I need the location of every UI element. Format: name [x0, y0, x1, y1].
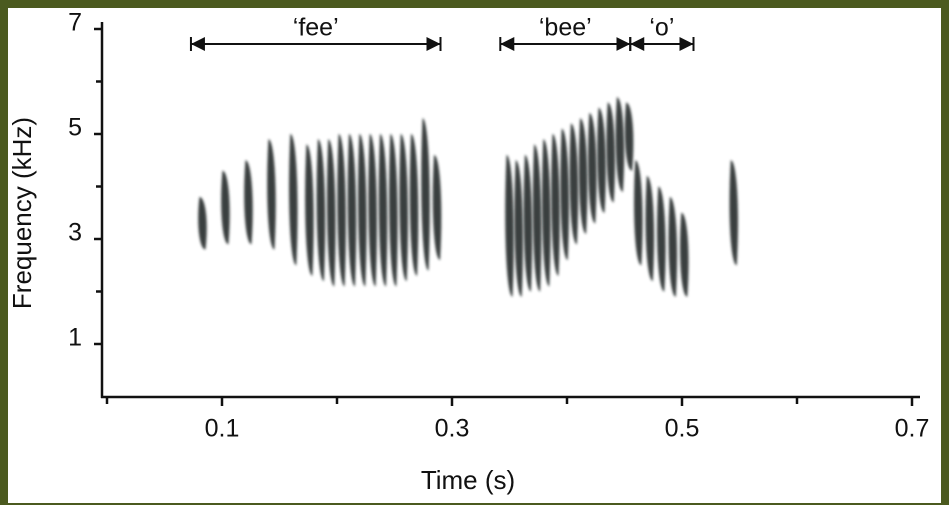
spectrogram-note [389, 134, 398, 287]
segment-label: ‘fee’ [293, 14, 339, 42]
spectrogram-note [569, 123, 579, 245]
spectrogram-note [505, 155, 514, 297]
y-tick-label: 5 [68, 114, 82, 142]
spectrogram-note [615, 97, 625, 192]
spectrogram-note [316, 139, 326, 281]
y-tick-label: 7 [68, 9, 82, 37]
spectrogram-note [421, 118, 430, 271]
x-tick-label: 0.3 [435, 415, 470, 443]
spectrogram-note [267, 139, 276, 250]
y-tick-label: 1 [68, 324, 82, 352]
spectrogram-note [657, 186, 666, 292]
spectrogram-note [624, 102, 634, 171]
x-tick-label: 0.1 [205, 415, 240, 443]
spectrogram-note [729, 160, 739, 266]
spectrogram-note [588, 113, 597, 224]
spectrogram-note [432, 155, 442, 260]
spectrogram-note [198, 197, 207, 250]
spectrogram-note [523, 155, 533, 292]
spectrogram-note [409, 134, 419, 276]
spectrogram-note [560, 128, 569, 260]
spectrogram-note [368, 134, 377, 287]
spectrogram-note [634, 160, 643, 266]
spectrogram-note [305, 144, 314, 276]
spectrogram-note [514, 160, 523, 297]
spectrogram-note [221, 170, 230, 245]
segment-label: ‘o’ [649, 14, 674, 42]
spectrogram-note [399, 134, 408, 281]
spectrogram-note [668, 197, 678, 297]
segment-label: ‘bee’ [539, 14, 592, 42]
spectrogram-note [680, 212, 689, 297]
spectrogram-note [378, 134, 388, 287]
spectrogram-note [551, 134, 560, 276]
spectrogram-note [347, 134, 357, 287]
spectrogram-note [326, 139, 336, 287]
y-axis-label: Frequency (kHz) [7, 117, 37, 309]
spectrogram-note [289, 134, 298, 266]
spectrogram-note [337, 134, 346, 287]
spectrogram-note [244, 160, 253, 245]
spectrogram-note [578, 118, 588, 234]
spectrogram-note [358, 134, 367, 287]
x-tick-label: 0.7 [895, 415, 930, 443]
spectrogram-note [606, 102, 615, 203]
y-tick-label: 3 [68, 219, 82, 247]
spectrogram-note [597, 107, 606, 213]
plot-frame [8, 8, 941, 503]
x-tick-label: 0.5 [665, 415, 700, 443]
spectrogram-note [532, 144, 542, 292]
spectrogram-note [542, 139, 551, 287]
spectrogram-note [645, 176, 655, 281]
x-axis-label: Time (s) [421, 465, 515, 495]
